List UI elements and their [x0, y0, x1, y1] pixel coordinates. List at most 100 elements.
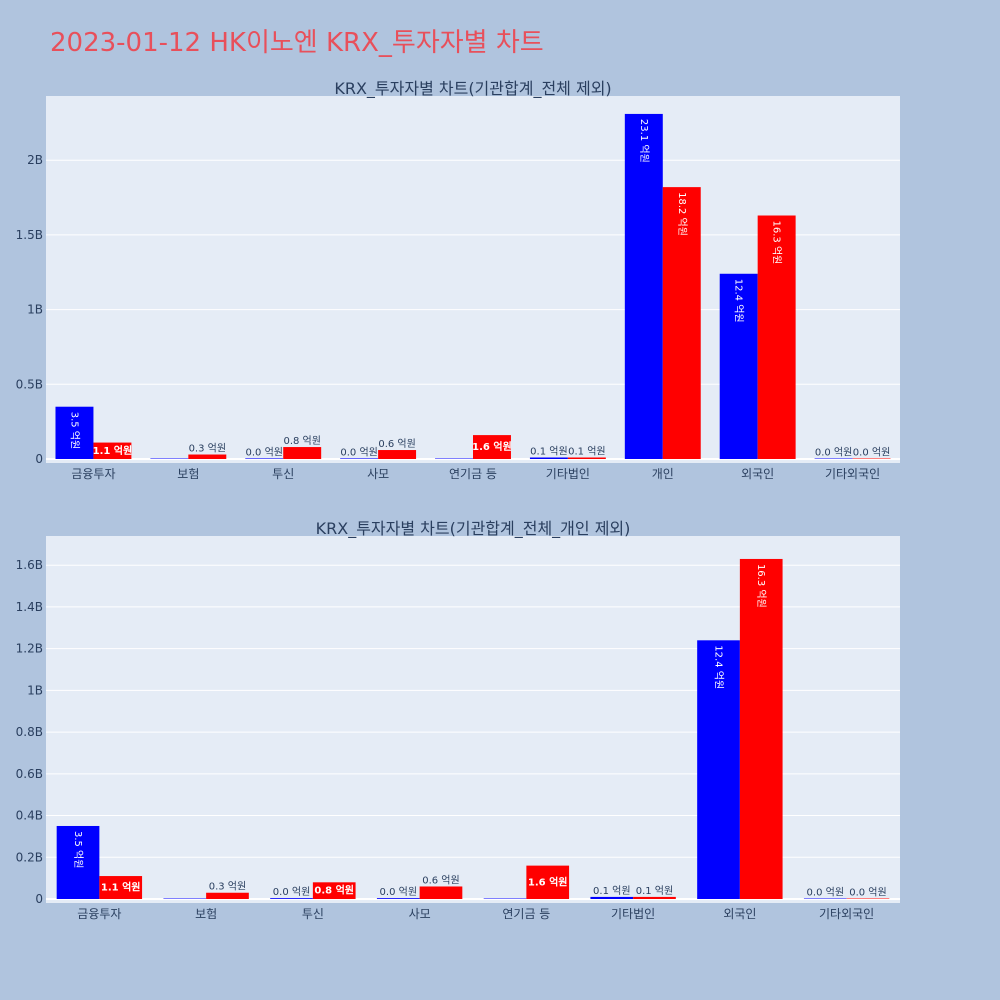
- data-label: 1.1 억원: [101, 881, 141, 894]
- bar-buy: [150, 458, 189, 459]
- data-label: 18.2 억원: [676, 192, 688, 236]
- bar-buy: [340, 458, 379, 459]
- x-tick-label: 사모: [367, 467, 389, 481]
- y-tick-label: 0.5B: [16, 377, 43, 391]
- data-label: 0.0 억원: [380, 886, 417, 898]
- x-tick-label: 보험: [195, 907, 217, 921]
- bar-buy: [803, 898, 847, 899]
- y-tick-label: 1B: [27, 303, 43, 317]
- data-label: 0.8 억원: [283, 435, 320, 447]
- x-tick-label: 외국인: [723, 907, 756, 921]
- bar-sell: [419, 886, 463, 899]
- bar-buy: [435, 458, 473, 459]
- data-label: 0.0 억원: [815, 447, 852, 459]
- bar-buy: [624, 113, 663, 459]
- data-label: 0.0 억원: [273, 886, 310, 898]
- x-tick-label: 투신: [272, 467, 294, 481]
- y-tick-label: 0.4B: [16, 809, 43, 823]
- x-tick-label: 금융투자: [71, 467, 115, 481]
- bar-sell: [852, 458, 891, 459]
- data-label: 0.1 억원: [636, 885, 673, 897]
- bar-sell: [846, 898, 890, 899]
- data-label: 3.5 억원: [68, 412, 80, 449]
- x-tick-label: 기타외국인: [819, 907, 874, 921]
- x-tick-label: 기타법인: [546, 467, 590, 481]
- x-tick-label: 보험: [177, 467, 199, 481]
- data-label: 16.3 억원: [755, 564, 767, 608]
- data-label: 0.0 억원: [340, 446, 377, 458]
- bar-buy: [270, 898, 313, 899]
- data-label: 0.0 억원: [849, 887, 886, 899]
- bar-sell: [473, 435, 511, 459]
- bar-sell: [188, 454, 227, 459]
- y-tick-label: 0: [35, 892, 43, 906]
- x-tick-label: 금융투자: [77, 907, 121, 921]
- y-tick-label: 0: [35, 452, 43, 466]
- bar-buy: [245, 458, 284, 459]
- y-tick-label: 0.2B: [16, 850, 43, 864]
- data-label: 0.0 억원: [246, 446, 283, 458]
- data-label: 0.0 억원: [807, 887, 844, 899]
- data-label: 0.1 억원: [593, 885, 630, 897]
- y-tick-label: 0.6B: [16, 767, 43, 781]
- bar-buy: [376, 898, 420, 899]
- bar-buy: [56, 825, 100, 899]
- y-tick-label: 1.4B: [16, 600, 43, 614]
- data-label: 12.4 억원: [713, 645, 725, 689]
- x-tick-label: 기타법인: [611, 907, 655, 921]
- data-label: 1.6 억원: [472, 440, 512, 453]
- x-tick-label: 연기금 등: [449, 467, 497, 481]
- chart-institutional-individual-excluded: KRX_투자자별 차트(기관합계_전체_개인 제외) 0 0.2B 0.4B 0.6B 0…: [16, 519, 900, 921]
- data-label: 0.6 억원: [378, 438, 415, 450]
- data-label: 0.6 억원: [422, 874, 459, 886]
- chart-title: KRX_투자자별 차트(기관합계_전체_개인 제외): [316, 519, 631, 539]
- x-tick-label: 연기금 등: [502, 907, 550, 921]
- bar-buy: [590, 896, 634, 899]
- y-tick-label: 1.2B: [16, 642, 43, 656]
- bar-sell: [633, 896, 676, 899]
- chart-institutional-excluded: KRX_투자자별 차트(기관합계_전체 제외) 0 0.5B 1B 1.5B 2B 금융투자…: [16, 79, 900, 481]
- y-tick-label: 1.5B: [16, 228, 43, 242]
- data-label: 0.0 억원: [853, 447, 890, 459]
- bar-sell: [526, 865, 570, 899]
- bar-buy: [483, 898, 527, 899]
- data-label: 0.3 억원: [189, 443, 226, 455]
- bar-buy: [529, 457, 568, 459]
- data-label: 0.1 억원: [530, 446, 567, 458]
- x-tick-label: 외국인: [741, 467, 774, 481]
- data-label: 0.3 억원: [209, 881, 246, 893]
- bar-sell: [757, 215, 796, 459]
- data-label: 1.6 억원: [528, 875, 568, 888]
- x-tick-label: 사모: [409, 907, 431, 921]
- y-tick-label: 0.8B: [16, 725, 43, 739]
- bar-sell: [93, 442, 132, 459]
- data-label: 1.1 억원: [93, 444, 133, 457]
- y-tick-label: 2B: [27, 153, 43, 167]
- bar-sell: [283, 447, 322, 459]
- x-tick-label: 기타외국인: [825, 467, 880, 481]
- bar-buy: [814, 458, 853, 459]
- data-label: 12.4 억원: [733, 279, 745, 323]
- bar-sell: [739, 558, 783, 899]
- chart-title: KRX_투자자별 차트(기관합계_전체 제외): [334, 79, 611, 99]
- bar-buy: [163, 898, 207, 899]
- data-label: 23.1 억원: [638, 119, 650, 163]
- bar-sell: [312, 882, 356, 899]
- data-label: 0.1 억원: [568, 446, 605, 458]
- data-label: 3.5 억원: [72, 831, 84, 868]
- y-tick-label: 1B: [27, 683, 43, 697]
- data-label: 0.8 억원: [314, 884, 354, 897]
- bar-buy: [55, 406, 94, 459]
- page-title: 2023-01-12 HK이노엔 KRX_투자자별 차트: [50, 28, 544, 58]
- bar-sell: [378, 450, 417, 459]
- x-tick-label: 개인: [652, 467, 674, 481]
- bar-buy: [697, 640, 740, 899]
- bar-sell: [206, 892, 249, 899]
- bar-sell: [662, 187, 701, 459]
- bar-sell: [99, 876, 143, 899]
- bar-buy: [719, 273, 758, 459]
- bar-sell: [567, 457, 606, 459]
- data-label: 16.3 억원: [771, 221, 783, 265]
- y-tick-label: 1.6B: [16, 558, 43, 572]
- x-tick-label: 투신: [302, 907, 324, 921]
